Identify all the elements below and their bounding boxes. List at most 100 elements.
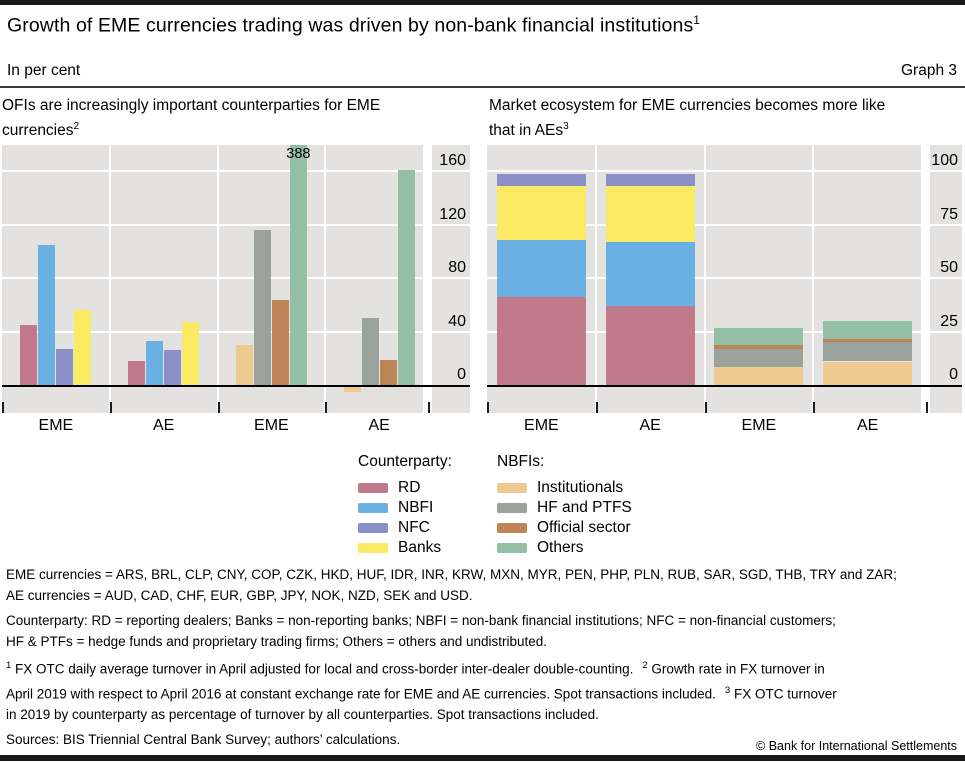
bar-official-sector <box>379 359 397 385</box>
axis-gap-stripe <box>921 145 930 413</box>
y-axis-label: 25 <box>940 312 958 330</box>
right-panel-title-line2: that in AEs <box>489 121 564 139</box>
left-panel-title-line1: OFIs are increasingly important counterp… <box>2 97 381 114</box>
segment-rd <box>496 297 586 385</box>
others-swatch <box>497 543 527 553</box>
gridline-40 <box>2 330 470 333</box>
zero-line <box>487 385 962 387</box>
rd-swatch <box>358 483 388 493</box>
segment-banks <box>605 186 695 242</box>
bar-rd <box>128 360 146 385</box>
segment-institutionals <box>823 361 913 385</box>
axis-gap-stripe <box>423 145 432 413</box>
legend-label: Others <box>537 539 584 556</box>
group-divider <box>108 145 111 413</box>
segment-nfc <box>496 173 586 187</box>
axis-tick <box>428 402 430 413</box>
legend-column-counterparty: Counterparty: RD NBFI NFC Banks <box>358 452 452 558</box>
bottom-border-bar <box>0 755 965 761</box>
legend-heading: Counterparty: <box>358 453 452 470</box>
bar-banks <box>74 310 92 385</box>
top-border-bar <box>0 0 965 5</box>
segment-rd <box>605 305 695 385</box>
left-chart-plot: 0 40 80 120 160 388 <box>2 145 470 413</box>
gridline-75 <box>487 223 962 226</box>
gridline-160 <box>2 170 470 173</box>
axis-tick <box>109 402 112 413</box>
axis-tick <box>595 402 598 413</box>
y-axis-label: 0 <box>457 366 466 383</box>
footnote-paragraph: 1 FX OTC daily average turnover in April… <box>6 660 837 722</box>
segment-institutionals <box>714 366 804 385</box>
bar-hf-and-ptfs <box>253 230 271 385</box>
nfc-swatch <box>358 523 388 533</box>
segment-hf-and-ptfs <box>823 342 913 362</box>
legend-label: Banks <box>398 539 442 556</box>
y-axis-label: 0 <box>949 366 958 383</box>
right-chart-group-labels: EME AE EME AE <box>487 417 922 441</box>
gridline-50 <box>487 277 962 280</box>
segment-others <box>714 328 804 346</box>
footnote-paragraph: EME currencies = ARS, BRL, CLP, CNY, COP… <box>6 567 897 603</box>
header-rule <box>0 86 965 88</box>
official-sector-swatch <box>497 523 527 533</box>
segment-banks <box>496 186 586 240</box>
legend-label: HF and PTFS <box>537 499 632 516</box>
footnote-paragraph: Counterparty: RD = reporting dealers; Ba… <box>6 612 836 649</box>
axis-tick <box>926 402 928 413</box>
gridline-120 <box>2 223 470 226</box>
axis-tick <box>2 402 4 413</box>
bar-banks <box>182 322 200 385</box>
copyright-notice: © Bank for International Settlements <box>756 739 957 753</box>
hf-and-ptfs-swatch <box>497 503 527 513</box>
axis-tick <box>325 402 328 413</box>
legend-item-rd: RD <box>358 478 452 498</box>
gridline-100 <box>487 170 962 173</box>
footnote-marker: 1 <box>6 660 12 671</box>
legend-column-nbfis: NBFIs: Institutionals HF and PTFS Official … <box>497 452 632 558</box>
x-group-label: EME <box>524 417 559 434</box>
bar-others <box>289 145 307 385</box>
legend-label: RD <box>398 479 421 496</box>
left-panel-title: OFIs are increasingly important counterp… <box>2 96 442 141</box>
segment-others <box>823 320 913 340</box>
segment-nfc <box>605 173 695 187</box>
bar-value-annotation: 388 <box>286 146 311 162</box>
page-title-text: Growth of EME currencies trading was dri… <box>7 14 694 37</box>
group-divider <box>812 145 815 413</box>
legend-label: Institutionals <box>537 479 624 496</box>
banks-swatch <box>358 543 388 553</box>
segment-hf-and-ptfs <box>714 348 804 367</box>
y-axis-label: 120 <box>439 205 466 223</box>
bar-nbfi <box>38 244 56 385</box>
units-label: In per cent <box>7 62 81 79</box>
footnote-marker: 3 <box>724 684 731 696</box>
left-panel-footnote-marker: 2 <box>73 120 80 132</box>
segment-official-sector <box>823 339 913 343</box>
zero-line <box>2 385 470 387</box>
bar-hf-and-ptfs <box>361 318 379 385</box>
legend-item-hf-and-ptfs: HF and PTFS <box>497 498 632 518</box>
right-chart-plot: 0 25 50 75 100 <box>487 145 962 413</box>
x-group-label: EME <box>38 417 74 434</box>
legend-label: NBFI <box>398 499 434 516</box>
institutionals-swatch <box>497 483 527 493</box>
right-panel-title-line1: Market ecosystem for EME currencies beco… <box>489 97 886 114</box>
gridline-80 <box>2 277 470 280</box>
bar-institutionals <box>343 387 361 393</box>
right-panel-footnote-marker: 3 <box>563 120 569 132</box>
segment-official-sector <box>714 345 804 349</box>
legend-item-nbfi: NBFI <box>358 498 452 518</box>
group-divider <box>594 145 597 413</box>
x-group-label: AE <box>152 417 175 434</box>
title-footnote-marker: 1 <box>693 13 701 27</box>
nbfi-swatch <box>358 503 388 513</box>
footnote-marker: 2 <box>642 660 648 671</box>
y-axis-label: 160 <box>439 152 466 170</box>
bar-nfc <box>164 350 182 385</box>
legend-item-official-sector: Official sector <box>497 518 632 538</box>
x-group-label: AE <box>639 417 661 434</box>
group-divider <box>216 145 219 413</box>
y-axis-label: 40 <box>448 312 466 330</box>
